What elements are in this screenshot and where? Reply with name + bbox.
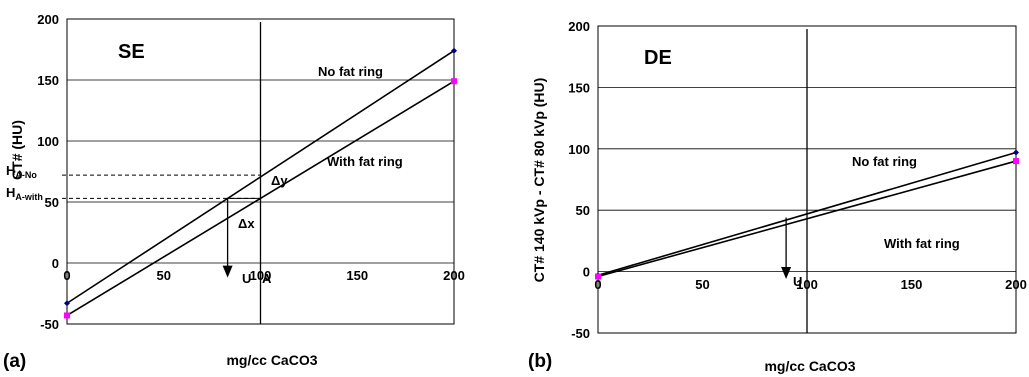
down-arrow-head [222, 265, 233, 278]
panel-letter-a: (a) [3, 351, 26, 372]
y-tick-label: -50 [571, 326, 590, 341]
series-lines-b [595, 149, 1019, 280]
series-line [597, 160, 1017, 278]
u-label-b: U [793, 274, 802, 289]
x-tick-label: 150 [901, 277, 923, 292]
panel-title-a: SE [118, 41, 145, 63]
series-label-no-fat-ring-a: No fat ring [318, 64, 383, 79]
y-axis-title-a: CT# (HU) [9, 120, 25, 180]
y-tick-labels-a: -50 0 50 100 150 200 [37, 12, 59, 332]
x-tick-label: 200 [1005, 277, 1027, 292]
data-point [64, 300, 70, 307]
y-tick-label: 150 [568, 80, 590, 95]
y-tick-label: 0 [52, 256, 59, 271]
series-label-no-fat-ring-b: No fat ring [852, 154, 917, 169]
panel-letter-b: (b) [528, 351, 552, 372]
delta-x-label: Δx [238, 216, 255, 231]
data-point [451, 47, 457, 54]
data-point [451, 78, 457, 85]
panel-title-b: DE [644, 47, 672, 69]
chart-b: -50 0 50 100 150 200 0 50 100 150 200 U No fat ri… [528, 19, 1027, 374]
x-axis-title-a: mg/cc CaCO3 [226, 352, 317, 368]
x-tick-labels-a: 0 50 100 150 200 [63, 268, 464, 283]
data-point [1013, 158, 1019, 165]
h-with-label: HA-with [6, 185, 43, 202]
chart-a: -50 0 50 100 150 200 0 50 100 150 200 HA-No HA-wi… [3, 12, 465, 372]
y-tick-label: 150 [37, 73, 59, 88]
y-tick-label: 50 [45, 195, 59, 210]
a-label: A [262, 271, 272, 286]
y-tick-labels-b: -50 0 50 100 150 200 [568, 19, 590, 341]
x-tick-label: 150 [346, 268, 368, 283]
y-tick-label: 200 [568, 19, 590, 34]
y-tick-label: 100 [37, 134, 59, 149]
x-tick-labels-b: 0 50 100 150 200 [594, 277, 1026, 292]
down-arrow-head-b [781, 266, 792, 279]
annotations-b: U [781, 217, 802, 289]
x-tick-label: 0 [63, 268, 70, 283]
u-label: U [242, 271, 251, 286]
x-tick-label: 0 [594, 277, 601, 292]
y-tick-label: 200 [37, 12, 59, 27]
h-no-label: HA-No [6, 163, 37, 180]
x-tick-label: 50 [695, 277, 709, 292]
series-label-with-fat-ring-b: With fat ring [884, 236, 960, 251]
annotations-a: HA-No HA-with Δy Δx U A [6, 163, 288, 286]
x-axis-title-b: mg/cc CaCO3 [764, 358, 855, 374]
y-tick-label: 0 [583, 265, 590, 280]
delta-y-label: Δy [271, 173, 288, 188]
data-point [595, 273, 601, 280]
data-point [64, 312, 70, 319]
y-tick-label: -50 [40, 317, 59, 332]
series-label-with-fat-ring-a: With fat ring [327, 154, 403, 169]
x-tick-label: 200 [443, 268, 465, 283]
y-tick-label: 100 [568, 142, 590, 157]
series-line [597, 151, 1017, 277]
y-axis-title-b: CT# 140 kVp - CT# 80 kVp (HU) [531, 78, 547, 283]
x-tick-label: 50 [157, 268, 171, 283]
y-tick-label: 50 [576, 203, 590, 218]
data-point [1013, 149, 1019, 156]
series-line [66, 50, 455, 304]
